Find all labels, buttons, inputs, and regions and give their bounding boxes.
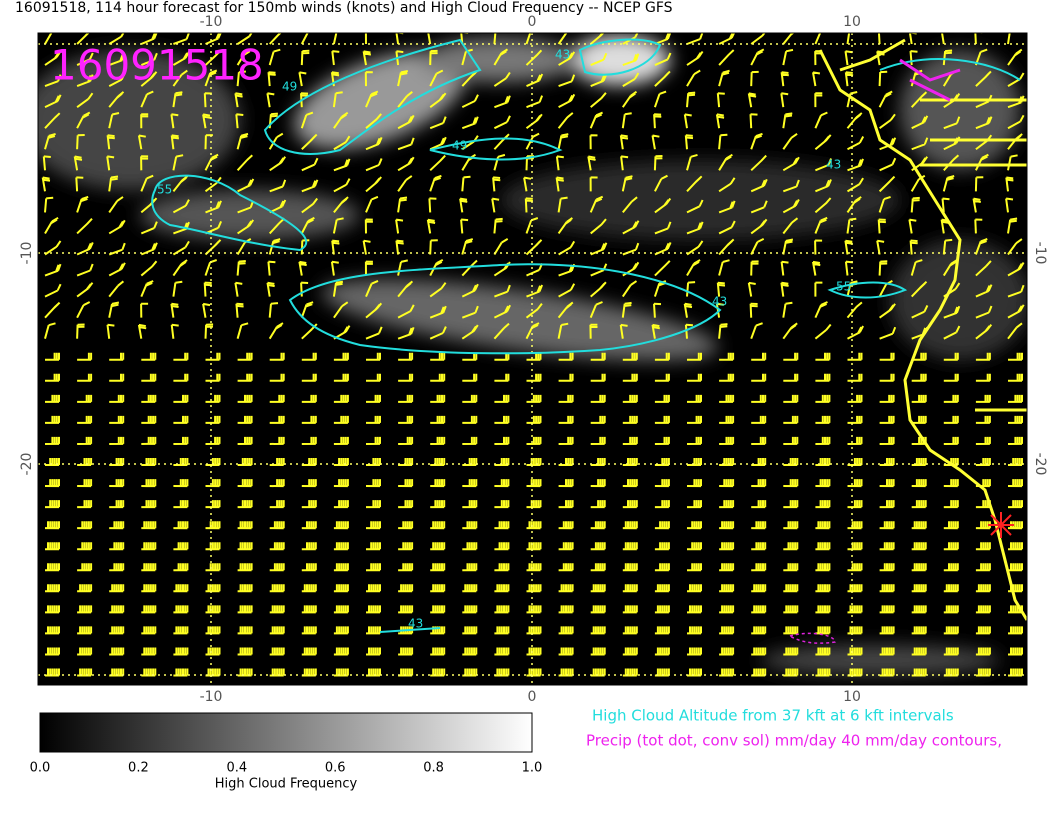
precip-contour [788,632,836,644]
colorbar-tick-label: 0.6 [325,761,346,776]
contour-label: 55 [157,183,172,197]
colorbar-tick-label: 0.4 [226,761,247,776]
y-tick-label: -10 [19,242,35,265]
map-frame [37,32,1028,686]
contour-label: 43 [826,158,841,172]
contour-label: 55 [836,280,851,294]
x-tick-label: -10 [200,14,223,30]
x-tick-label: 10 [843,689,861,705]
x-tick-label: 10 [843,14,861,30]
date-stamp: 16091518 [50,41,264,90]
contour-label: 43 [408,617,423,631]
contour-label: 43 [555,48,570,62]
colorbar-tick-label: 0.8 [423,761,444,776]
colorbar-tick-label: 0.0 [30,761,51,776]
colorbar [39,712,533,753]
y-tick-label: -20 [1032,453,1048,476]
contour-label: 43 [712,295,727,309]
station-marker [988,512,1014,538]
contour-label: 49 [452,139,467,153]
cloud-altitude-note: High Cloud Altitude from 37 kft at 6 kft… [592,707,954,725]
colorbar-label: High Cloud Frequency [215,777,358,792]
map: 49 43 49 55 43 43 55 43 16091518 [38,33,1027,685]
precip-note: Precip (tot dot, conv sol) mm/day 40 mm/… [586,732,1002,750]
cloud-field [38,35,1027,675]
x-tick-label: 0 [528,14,537,30]
precip-marks [899,58,961,102]
coastline [818,38,1027,621]
title: 16091518, 114 hour forecast for 150mb wi… [15,0,673,16]
y-tick-label: -10 [1032,242,1048,265]
cloud-contours [151,38,1021,633]
contour-label: 49 [282,80,297,94]
x-tick-label: -10 [200,689,223,705]
x-tick-label: 0 [528,689,537,705]
colorbar-tick-label: 1.0 [522,761,543,776]
wind-barbs [41,33,1025,677]
colorbar-tick-label: 0.2 [128,761,149,776]
y-tick-label: -20 [19,453,35,476]
